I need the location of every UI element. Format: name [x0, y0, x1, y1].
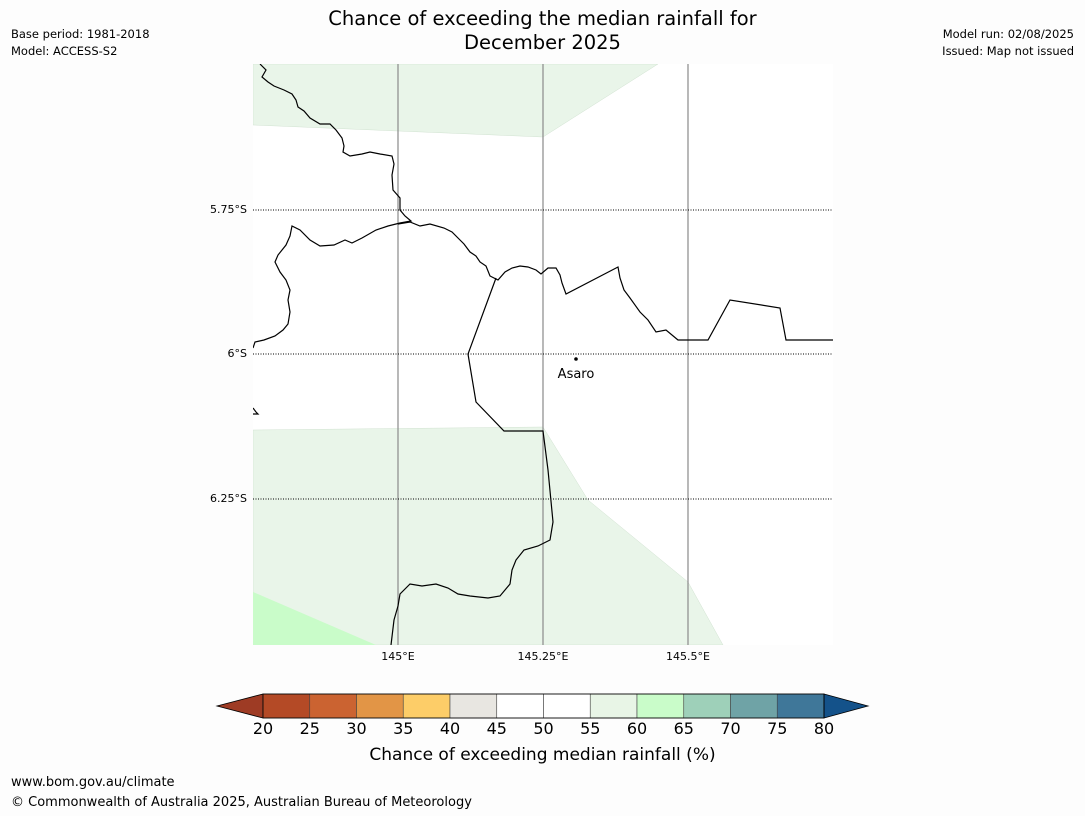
lat-label-6-25: 6.25°S — [210, 492, 247, 505]
colorbar-tick-label: 60 — [626, 719, 648, 738]
footer-url[interactable]: www.bom.gov.au/climate — [11, 775, 175, 790]
colorbar-segment — [496, 693, 544, 719]
shade-60-65-corner — [253, 592, 376, 645]
colorbar-segment — [309, 693, 357, 719]
asaro-label: Asaro — [558, 367, 595, 382]
colorbar-segment — [262, 693, 311, 719]
colorbar-segment — [730, 693, 778, 719]
colorbar-tick-label: 80 — [813, 719, 835, 738]
map-title: Chance of exceeding the median rainfall … — [0, 7, 1085, 55]
title-line-1: Chance of exceeding the median rainfall … — [328, 7, 757, 30]
colorbar-outline — [262, 693, 825, 719]
colorbar-segment — [683, 693, 731, 719]
colorbar-segment — [449, 693, 498, 719]
colorbar-segment — [356, 693, 404, 719]
colorbar-tick-label: 75 — [767, 719, 788, 738]
base-period-text: Base period: 1981-2018 — [11, 27, 150, 41]
colorbar-tick-label: 55 — [580, 719, 601, 738]
model-text: Model: ACCESS-S2 — [11, 44, 118, 58]
issued-text: Issued: Map not issued — [942, 44, 1074, 58]
boundary-central — [397, 221, 833, 341]
colorbar-tick-label: 20 — [252, 719, 274, 738]
lon-label-145: 145°E — [381, 650, 415, 663]
meta-right: Model run: 02/08/2025 Issued: Map not is… — [942, 26, 1074, 60]
colorbar-tick-label: 35 — [393, 719, 414, 738]
colorbar-segment — [402, 693, 451, 719]
boundary-south — [390, 277, 554, 645]
lon-label-145-25: 145.25°E — [517, 650, 569, 663]
colorbar-tick-label: 70 — [720, 719, 741, 738]
colorbar-tick-label: 65 — [673, 719, 694, 738]
colorbar-tick-label: 45 — [486, 719, 507, 738]
colorbar-label: Chance of exceeding median rainfall (%) — [369, 745, 716, 765]
colorbar-segment — [776, 693, 825, 719]
model-run-text: Model run: 02/08/2025 — [942, 27, 1074, 41]
colorbar-segment — [543, 693, 591, 719]
asaro-marker[interactable] — [574, 357, 578, 361]
colorbar-segment — [589, 693, 638, 719]
colorbar-tick-label: 30 — [346, 719, 367, 738]
colorbar-tick-label: 50 — [533, 719, 554, 738]
title-line-2: December 2025 — [464, 31, 621, 54]
lat-label-6: 6°S — [227, 347, 247, 360]
colorbar-extend-high — [823, 693, 870, 719]
colorbar-tick-label: 25 — [299, 719, 320, 738]
boundary-west — [253, 64, 413, 349]
colorbar-tick-label: 40 — [439, 719, 461, 738]
lon-label-145-5: 145.5°E — [666, 650, 710, 663]
lat-label-5-75: 5.75°S — [210, 203, 247, 216]
meta-left: Base period: 1981-2018 Model: ACCESS-S2 — [11, 26, 150, 60]
map-area[interactable]: Asaro — [253, 64, 833, 645]
colorbar — [215, 693, 870, 719]
footer-copyright: © Commonwealth of Australia 2025, Austra… — [11, 795, 472, 810]
colorbar-extend-low — [215, 693, 264, 719]
boundary-fragment — [253, 407, 260, 415]
colorbar-segment — [636, 693, 685, 719]
